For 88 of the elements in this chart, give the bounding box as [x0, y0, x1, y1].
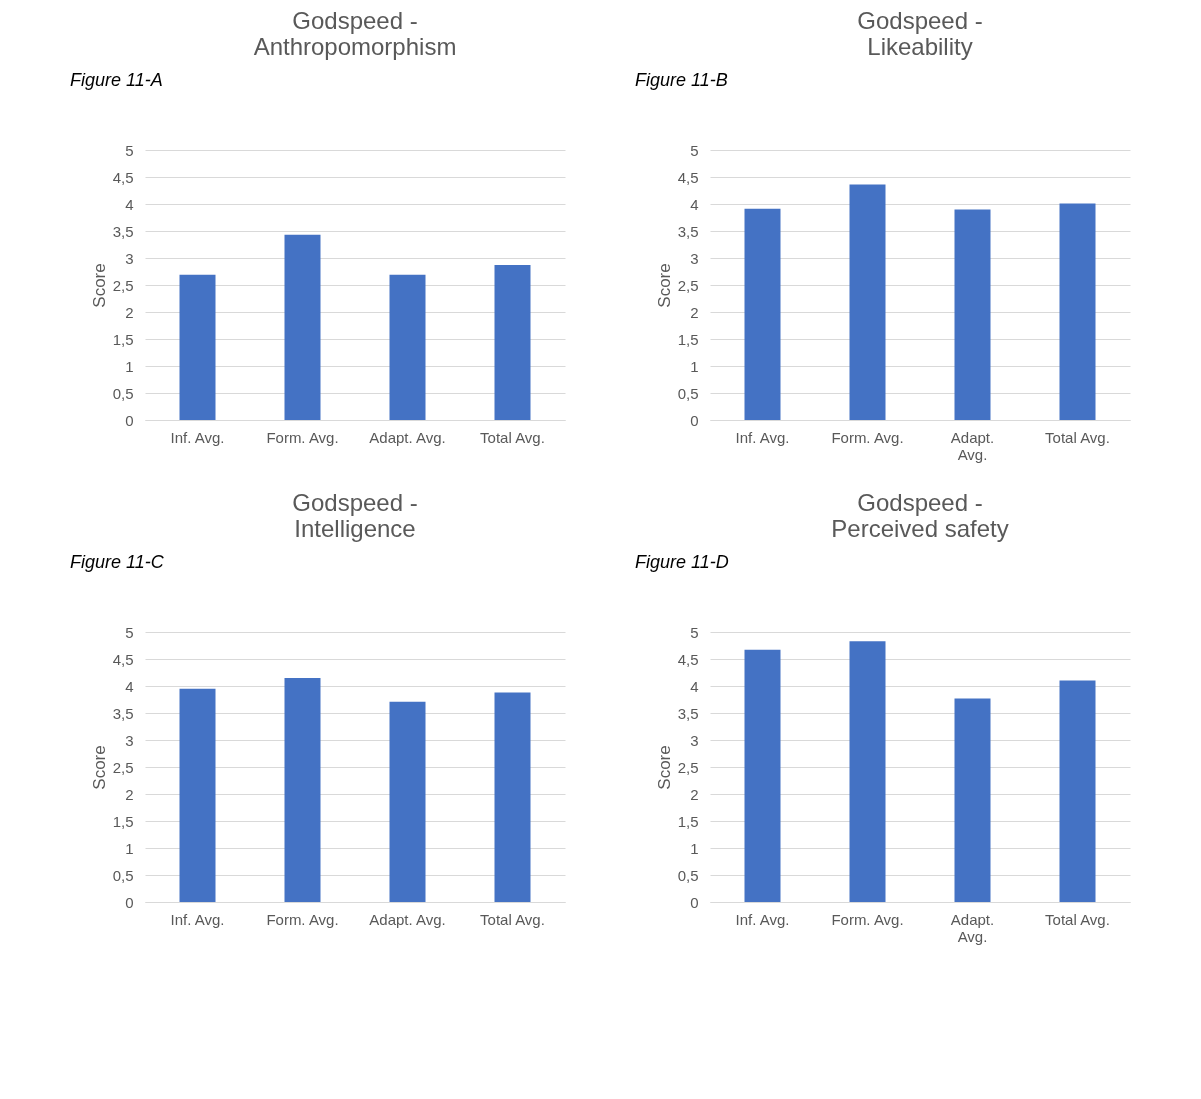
x-tick-label: Adapt. Avg. — [369, 910, 446, 928]
chart-title: Godspeed - Perceived safety — [831, 489, 1009, 542]
y-tick-label: 4 — [690, 677, 699, 695]
bar — [1059, 203, 1096, 420]
x-tick-label: Total Avg. — [1045, 428, 1110, 446]
y-tick-label: 0,5 — [112, 866, 134, 884]
x-tick-label: Total Avg. — [480, 428, 545, 446]
bar — [849, 641, 886, 902]
y-tick-label: 0,5 — [677, 866, 699, 884]
bar — [849, 184, 886, 420]
bar — [494, 692, 531, 902]
y-tick-label: 5 — [690, 623, 699, 641]
y-tick-label: 0,5 — [112, 384, 134, 402]
y-tick-label: 2,5 — [112, 758, 134, 776]
y-tick-label: 3,5 — [677, 222, 699, 240]
y-tick-label: 1,5 — [112, 812, 134, 830]
bar — [1059, 680, 1096, 902]
y-tick-label: 0 — [690, 411, 699, 429]
y-tick-label: 4,5 — [677, 650, 699, 668]
y-tick-label: 1 — [690, 357, 699, 375]
bar — [954, 209, 991, 420]
y-tick-label: 3,5 — [112, 704, 134, 722]
x-tick-label: Total Avg. — [1045, 910, 1110, 928]
x-tick-label: Inf. Avg. — [735, 910, 790, 928]
x-tick-label: Form. Avg. — [831, 910, 904, 928]
y-tick-label: 3,5 — [677, 704, 699, 722]
y-tick-label: 4,5 — [677, 168, 699, 186]
y-tick-label: 4,5 — [112, 650, 134, 668]
chart-title: Godspeed - Anthropomorphism — [253, 7, 457, 60]
y-tick-label: 2 — [690, 303, 699, 321]
y-tick-label: 1,5 — [677, 812, 699, 830]
y-tick-label: 5 — [125, 623, 134, 641]
y-tick-label: 3 — [690, 249, 699, 267]
y-tick-label: 4,5 — [112, 168, 134, 186]
y-tick-label: 4 — [690, 195, 699, 213]
y-axis-title: Score — [89, 745, 109, 790]
x-tick-label: Adapt. Avg. — [950, 428, 995, 463]
x-tick-label: Form. Avg. — [831, 428, 904, 446]
bar — [284, 677, 321, 902]
x-tick-label: Total Avg. — [480, 910, 545, 928]
x-tick-label: Inf. Avg. — [735, 428, 790, 446]
y-tick-label: 2 — [690, 785, 699, 803]
bar — [744, 649, 781, 902]
caption: Figure 11-C — [70, 552, 165, 572]
bar — [389, 701, 426, 902]
y-tick-label: 2 — [125, 303, 134, 321]
bar — [954, 698, 991, 902]
caption: Figure 11-B — [635, 70, 728, 90]
bar — [179, 688, 216, 902]
y-tick-label: 0,5 — [677, 384, 699, 402]
y-tick-label: 5 — [125, 141, 134, 159]
y-tick-label: 3 — [125, 249, 134, 267]
y-tick-label: 1 — [125, 839, 134, 857]
y-tick-label: 1 — [690, 839, 699, 857]
y-tick-label: 1,5 — [677, 330, 699, 348]
y-tick-label: 0 — [690, 893, 699, 911]
y-tick-label: 4 — [125, 677, 134, 695]
caption: Figure 11-D — [635, 552, 729, 572]
y-tick-label: 4 — [125, 195, 134, 213]
y-axis-title: Score — [654, 745, 674, 790]
bar — [179, 274, 216, 420]
x-tick-label: Form. Avg. — [266, 910, 339, 928]
caption: Figure 11-A — [70, 70, 163, 90]
y-tick-label: 1 — [125, 357, 134, 375]
x-tick-label: Adapt. Avg. — [369, 428, 446, 446]
bar — [389, 274, 426, 420]
y-tick-label: 3,5 — [112, 222, 134, 240]
bar — [494, 265, 531, 420]
y-tick-label: 2 — [125, 785, 134, 803]
y-tick-label: 0 — [125, 893, 134, 911]
bar — [284, 234, 321, 420]
y-tick-label: 2,5 — [112, 276, 134, 294]
y-axis-title: Score — [89, 263, 109, 308]
x-tick-label: Inf. Avg. — [170, 428, 225, 446]
bar — [744, 208, 781, 420]
y-tick-label: 0 — [125, 411, 134, 429]
y-tick-label: 3 — [125, 731, 134, 749]
x-tick-label: Adapt. Avg. — [950, 910, 995, 945]
chart-title: Godspeed - Intelligence — [292, 489, 418, 542]
x-tick-label: Form. Avg. — [266, 428, 339, 446]
x-tick-label: Inf. Avg. — [170, 910, 225, 928]
y-tick-label: 5 — [690, 141, 699, 159]
chart-title: Godspeed - Likeability — [857, 7, 983, 60]
y-tick-label: 2,5 — [677, 758, 699, 776]
y-axis-title: Score — [654, 263, 674, 308]
y-tick-label: 3 — [690, 731, 699, 749]
y-tick-label: 1,5 — [112, 330, 134, 348]
y-tick-label: 2,5 — [677, 276, 699, 294]
